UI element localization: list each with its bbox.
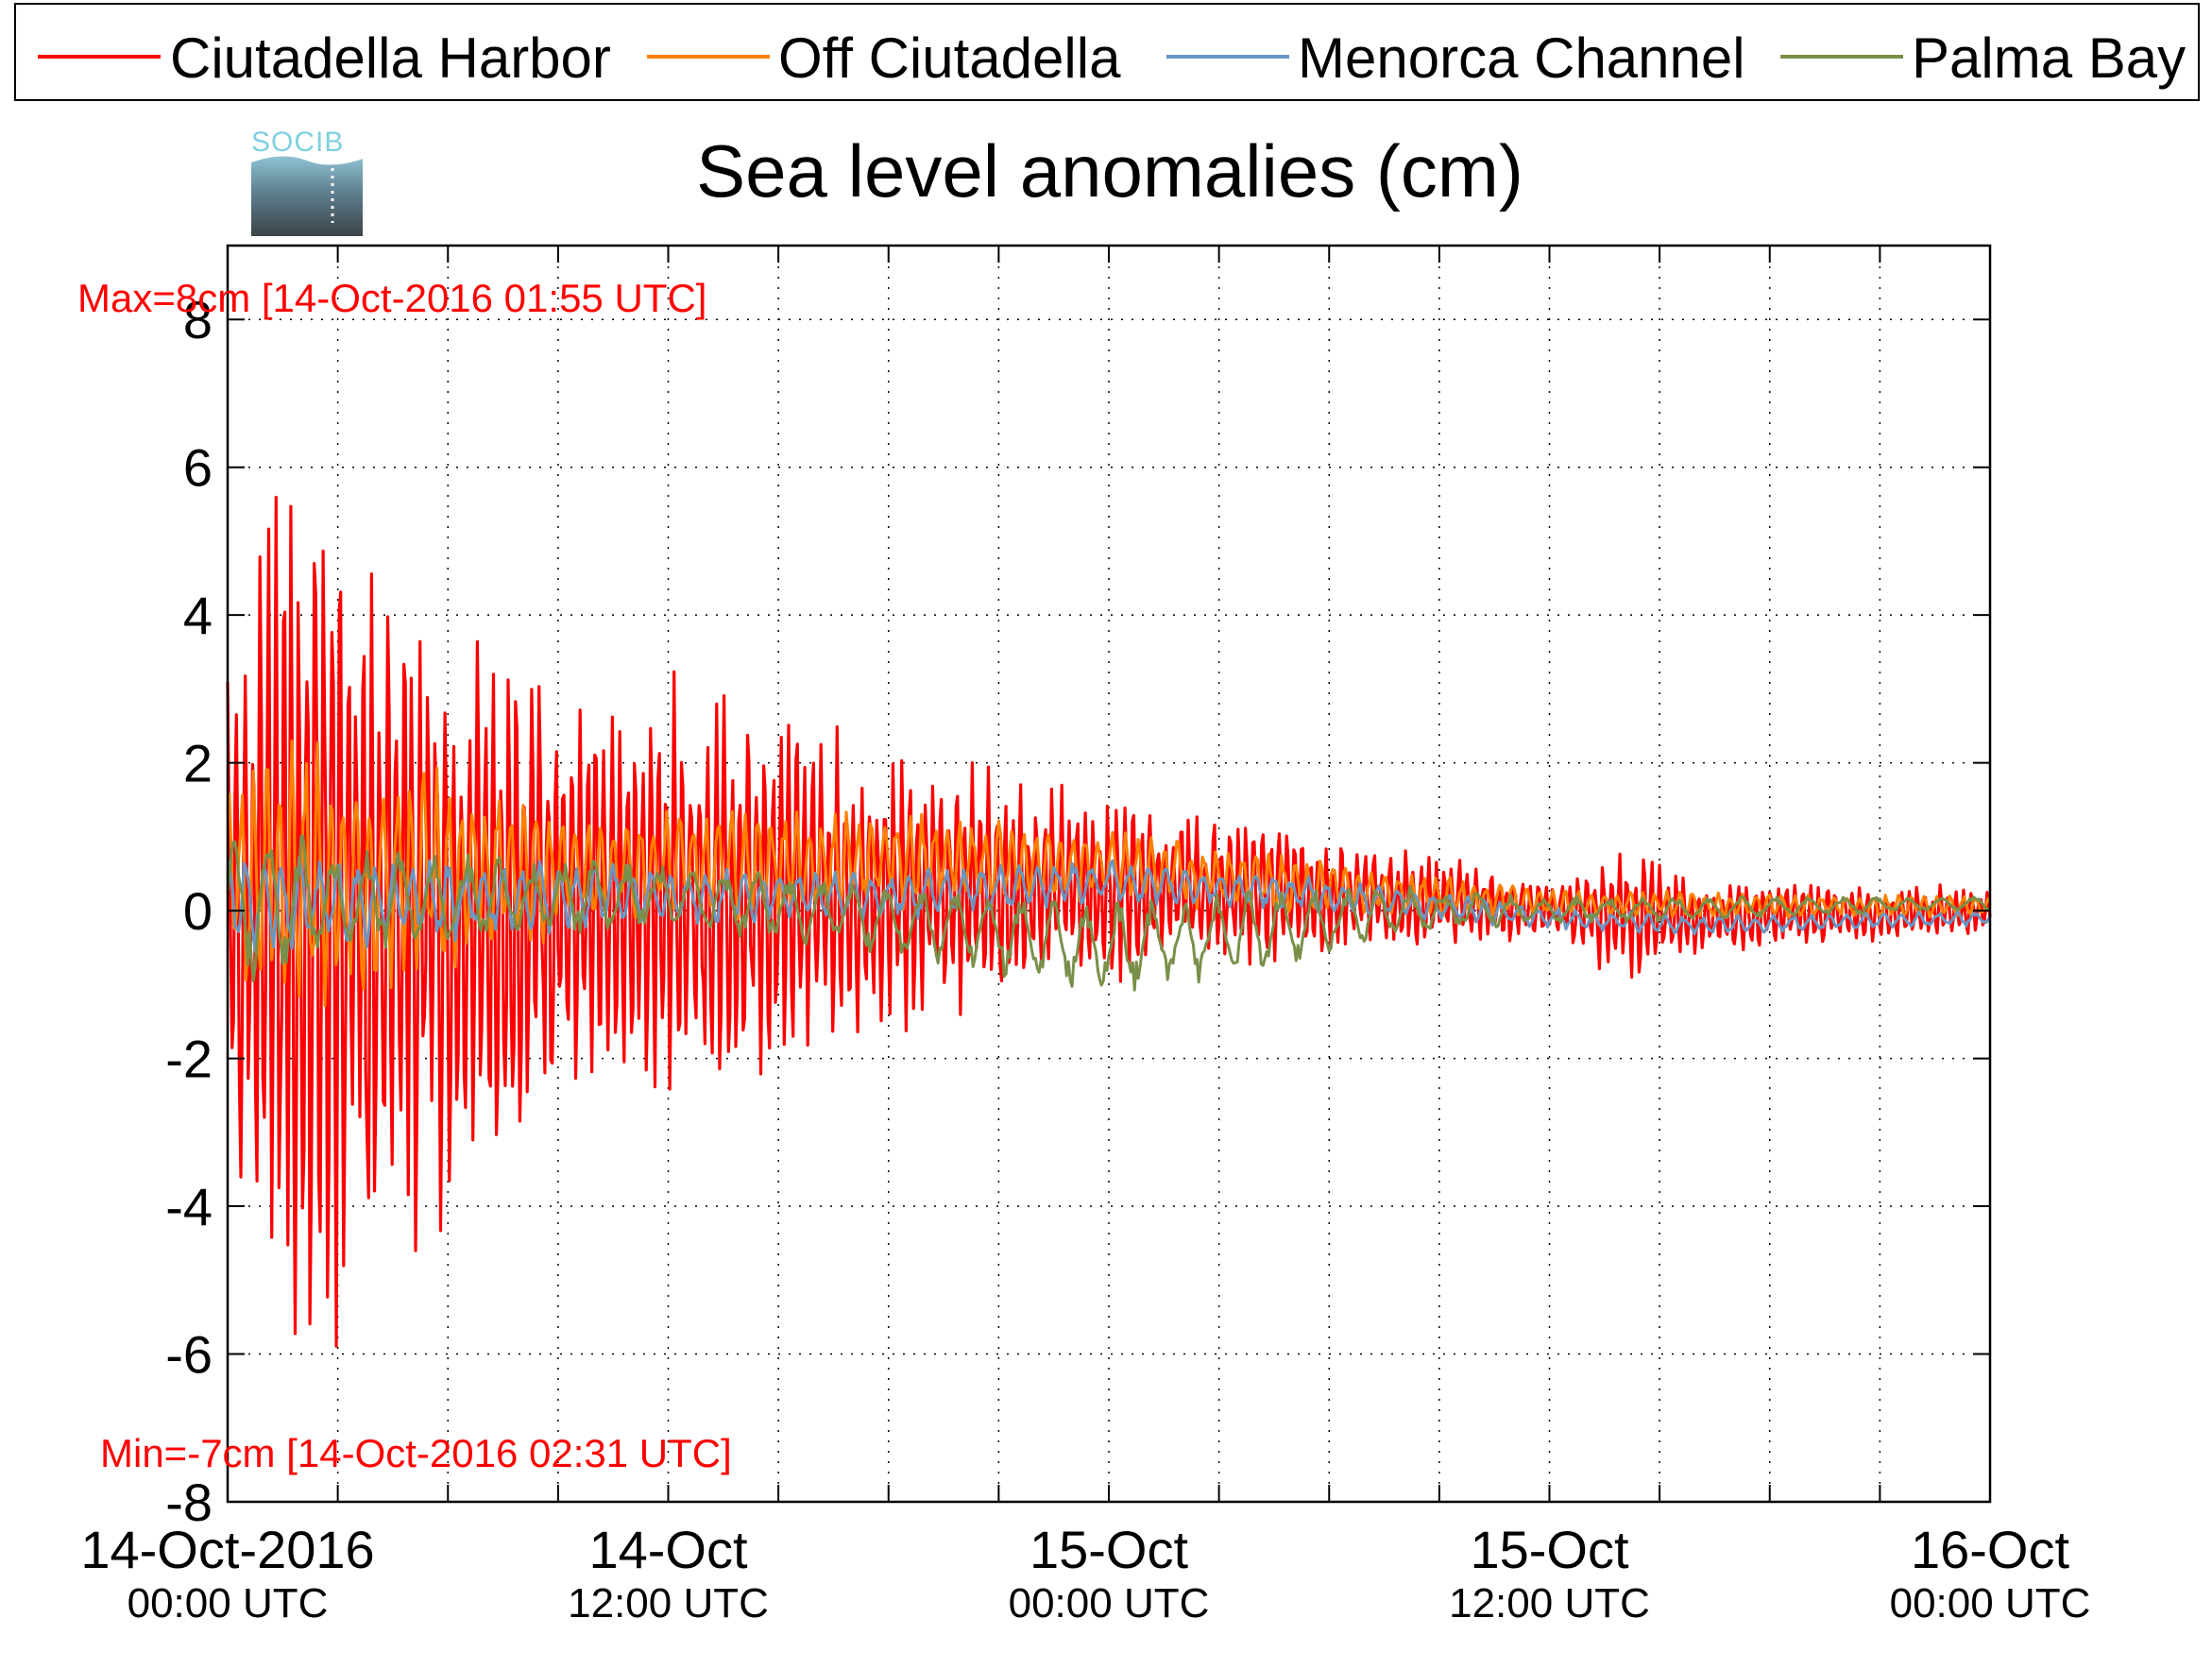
y-tick-label: -8 <box>165 1473 213 1532</box>
legend-label-ciutadella-harbor: Ciutadella Harbor <box>170 26 611 90</box>
y-tick-label: 6 <box>183 438 213 498</box>
legend-item-ciutadella-harbor: Ciutadella Harbor <box>38 26 611 90</box>
min-annotation: Min=-7cm [14-Oct-2016 02:31 UTC] <box>100 1431 732 1475</box>
y-tick-label: 8 <box>183 290 213 349</box>
chart-title: Sea level anomalies (cm) <box>696 129 1523 213</box>
x-tick-sublabel: 00:00 UTC <box>1009 1580 1210 1626</box>
y-tick-label: 0 <box>183 881 213 941</box>
x-tick-label: 14-Oct-2016 <box>80 1520 374 1579</box>
legend-label-palma-bay: Palma Bay <box>1912 26 2186 90</box>
x-tick-label: 16-Oct <box>1911 1520 2069 1579</box>
series-line-off-ciutadella <box>226 739 1992 1008</box>
legend: Ciutadella Harbor Off Ciutadella Menorca… <box>14 3 2200 101</box>
x-tick-label: 15-Oct <box>1029 1520 1188 1579</box>
y-tick-label: -4 <box>165 1177 213 1236</box>
series-line-menorca-channel <box>226 856 1992 954</box>
y-tick-label: 2 <box>183 734 213 793</box>
logo-text: SOCIB <box>251 127 344 158</box>
max-annotation: Max=8cm [14-Oct-2016 01:55 UTC] <box>77 276 706 320</box>
x-tick-sublabel: 00:00 UTC <box>128 1580 329 1626</box>
x-tick-sublabel: 12:00 UTC <box>1449 1580 1650 1626</box>
series-layer <box>226 495 1992 1348</box>
series-line-palma-bay <box>226 834 1991 992</box>
socib-logo: SOCIB <box>251 127 363 236</box>
legend-label-off-ciutadella: Off Ciutadella <box>778 26 1121 90</box>
legend-item-menorca-channel: Menorca Channel <box>1166 26 1745 90</box>
legend-item-off-ciutadella: Off Ciutadella <box>647 26 1121 90</box>
x-tick-label: 14-Oct <box>588 1520 747 1579</box>
x-tick-sublabel: 12:00 UTC <box>568 1580 769 1626</box>
x-tick-sublabel: 00:00 UTC <box>1890 1580 2091 1626</box>
y-tick-label: -6 <box>165 1325 213 1385</box>
logo-wave-shape <box>251 156 363 236</box>
y-tick-label: -2 <box>165 1030 213 1089</box>
legend-box <box>14 3 2200 101</box>
legend-item-palma-bay: Palma Bay <box>1780 26 2186 90</box>
y-tick-label: 4 <box>183 586 213 645</box>
legend-label-menorca-channel: Menorca Channel <box>1298 26 1745 90</box>
x-tick-label: 15-Oct <box>1470 1520 1628 1579</box>
grid <box>228 246 1990 1503</box>
